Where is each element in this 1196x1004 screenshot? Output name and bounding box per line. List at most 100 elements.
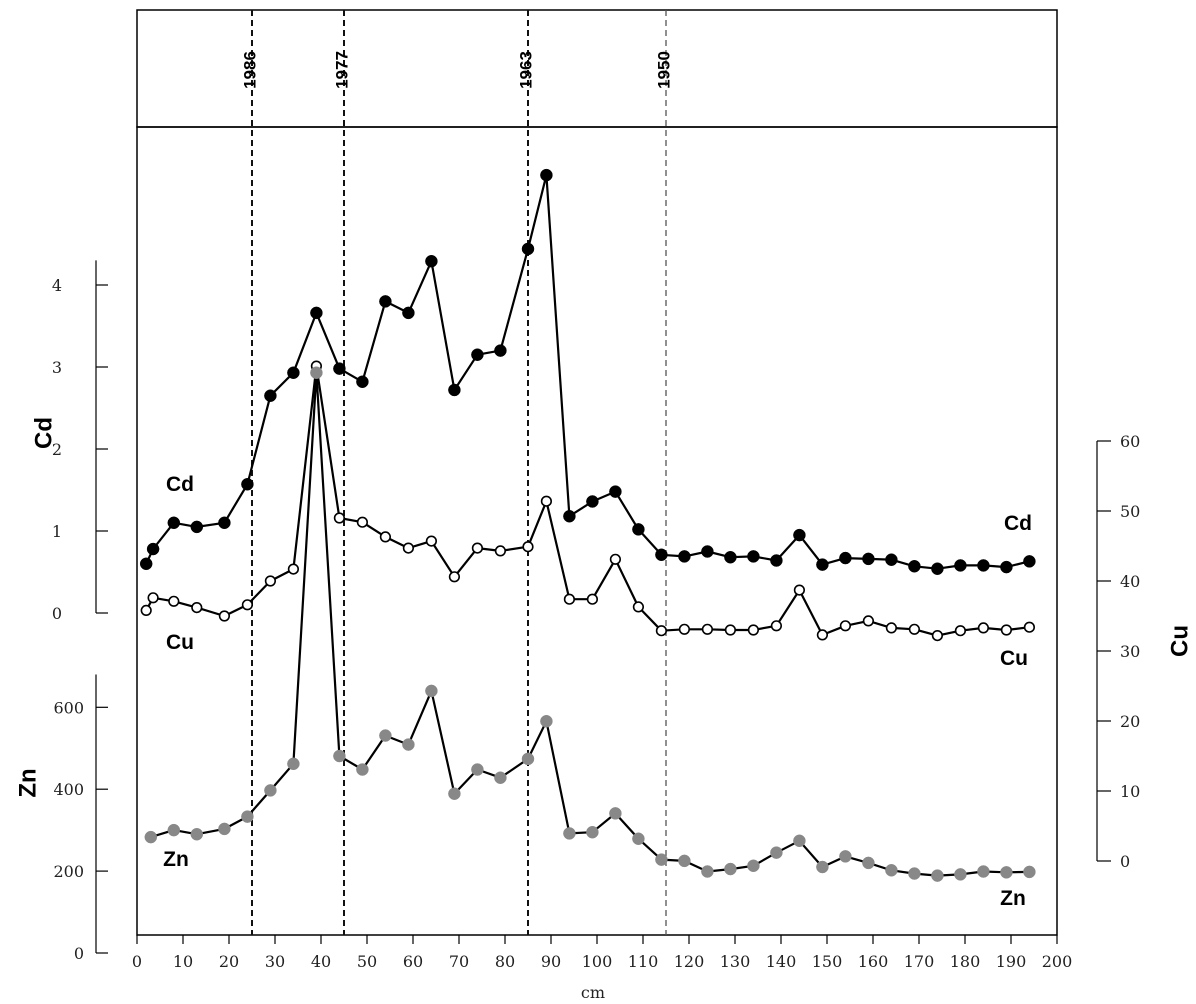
cu-point <box>1023 621 1035 633</box>
cu-point <box>954 625 967 637</box>
x-tick-label: 170 <box>904 952 935 971</box>
axes: 0 10 20 30 40 50 60 70 80 90 100 110 120 130 140 150 160… <box>15 260 1194 1002</box>
zn-point <box>144 830 158 844</box>
cd-point <box>521 242 535 256</box>
zn-point <box>908 867 921 880</box>
x-tick-label: 190 <box>996 952 1027 971</box>
cd-tick-label: 4 <box>52 276 62 295</box>
zn-tick-label: 0 <box>74 944 84 963</box>
cu-point <box>287 563 300 575</box>
cu-point <box>908 623 921 635</box>
zn-point <box>356 763 369 776</box>
cu-point <box>586 593 599 605</box>
zn-tick-label: 200 <box>53 862 84 881</box>
zn-series-line <box>150 371 1030 877</box>
zn-label-right: Zn <box>1000 887 1026 910</box>
cu-tick-label: 20 <box>1120 712 1140 731</box>
cu-point <box>632 601 645 613</box>
cd-point <box>724 550 737 564</box>
cu-point <box>471 542 484 554</box>
date-markers: 1986 1977 1963 1950 <box>241 10 674 935</box>
cd-point <box>770 554 783 567</box>
cu-point <box>425 535 438 547</box>
zn-point <box>816 860 829 874</box>
cu-point <box>839 620 852 632</box>
cu-tick-label: 0 <box>1120 852 1130 871</box>
cd-point <box>632 523 645 536</box>
date-marker-label-1986: 1986 <box>241 51 260 89</box>
x-tick-label: 40 <box>311 952 331 971</box>
date-marker-label-1963: 1963 <box>517 51 536 89</box>
cu-point <box>816 629 829 641</box>
cu-point <box>609 553 622 565</box>
series-labels: Cd Cd Cu Cu Zn Zn <box>163 473 1032 910</box>
zn-point <box>1000 866 1013 879</box>
plot-frame <box>136 126 1058 936</box>
cu-point <box>1000 624 1013 636</box>
x-tick-label: 200 <box>1042 952 1073 971</box>
zn-point <box>862 856 875 870</box>
x-tick-label: 130 <box>720 952 751 971</box>
cu-point <box>747 624 760 636</box>
x-tick-label: 60 <box>403 952 423 971</box>
cd-point <box>287 366 300 379</box>
x-tick-label: 110 <box>628 952 659 971</box>
cd-point <box>609 485 622 498</box>
cd-point <box>793 528 806 542</box>
zn-point <box>977 865 990 878</box>
x-tick-label: 0 <box>132 952 142 971</box>
x-tick-label: 140 <box>766 952 797 971</box>
cu-point <box>218 610 230 622</box>
cd-point <box>333 362 346 375</box>
cd-point <box>379 295 392 308</box>
zn-point <box>885 864 898 877</box>
cd-point <box>655 548 668 562</box>
zn-point <box>563 827 576 840</box>
x-tick-label: 160 <box>858 952 889 971</box>
cu-point <box>379 531 392 543</box>
zn-point <box>701 865 714 878</box>
zn-point <box>333 749 346 763</box>
cu-point <box>191 601 203 614</box>
zn-point <box>190 827 204 841</box>
cd-point <box>586 495 599 508</box>
zn-point <box>931 869 944 882</box>
cu-point <box>862 615 875 627</box>
x-tick-label: 100 <box>582 952 613 971</box>
cu-point <box>241 599 253 611</box>
zn-point <box>678 854 691 868</box>
zn-point <box>655 853 668 866</box>
cd-label-left: Cd <box>166 473 194 496</box>
zn-tick-label: 400 <box>53 780 84 799</box>
cd-point <box>356 375 369 389</box>
zn-point <box>632 832 645 845</box>
cu-label-left: Cu <box>166 631 194 654</box>
cu-point <box>701 623 714 635</box>
cu-point <box>793 584 806 596</box>
x-tick-label: 70 <box>449 952 469 971</box>
cd-point <box>678 550 691 563</box>
cd-point <box>448 383 461 397</box>
cu-point <box>448 571 461 583</box>
zn-point <box>494 771 507 784</box>
zn-point <box>724 862 737 876</box>
cd-point <box>701 545 714 558</box>
cd-point <box>494 344 507 357</box>
cd-point <box>908 560 921 573</box>
cd-point <box>839 551 852 565</box>
cu-point <box>168 595 180 607</box>
cd-tick-label: 2 <box>52 440 62 459</box>
cu-point <box>140 604 152 617</box>
cu-label-right: Cu <box>1000 647 1028 670</box>
cd-axis-title: Cd <box>31 417 58 449</box>
cu-axis-title: Cu <box>1167 625 1194 657</box>
cu-point <box>563 593 576 605</box>
zn-point <box>770 846 783 859</box>
zn-point <box>793 834 806 848</box>
cd-point <box>264 389 277 402</box>
zn-point <box>521 752 535 766</box>
cd-point <box>139 557 153 571</box>
zn-point <box>540 714 553 728</box>
x-tick-label: 50 <box>357 952 377 971</box>
